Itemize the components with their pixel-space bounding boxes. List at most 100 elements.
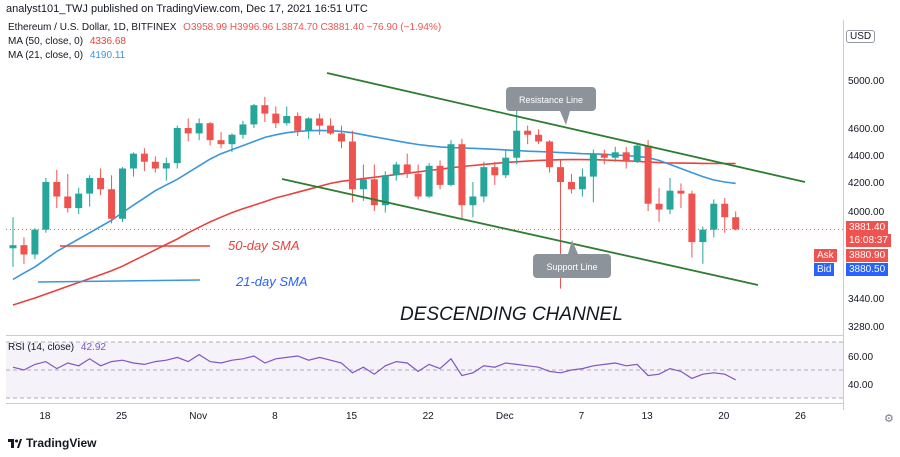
settings-gear-icon[interactable]: ⚙ [884, 413, 894, 425]
candle-body [261, 105, 269, 114]
time-tick-label: 13 [642, 411, 654, 422]
candle-body [524, 130, 532, 135]
rsi-label: RSI (14, close) [8, 342, 75, 353]
candle-body [86, 177, 94, 194]
candle-body [129, 153, 137, 169]
candle-body [228, 134, 236, 145]
candle-body [140, 153, 148, 162]
last-price-tag: 3881.40 [846, 221, 889, 234]
price-tick-label: 4200.00 [848, 178, 885, 189]
time-tick-label: 8 [272, 411, 278, 422]
rsi-line [12, 353, 736, 381]
candle-body [655, 203, 663, 210]
candle-body [436, 165, 444, 185]
candle-body [425, 165, 433, 197]
ask-price-tag: 3880.90 [846, 249, 889, 262]
time-tick-label: 7 [579, 411, 585, 422]
candle-body [42, 182, 50, 230]
ma50-legend[interactable]: MA (50, close, 0) 4336.68 [8, 36, 126, 47]
price-tick-label: 3280.00 [848, 322, 885, 333]
candle-body [469, 196, 477, 206]
time-tick-label: 15 [346, 411, 358, 422]
candle-body [447, 144, 455, 185]
currency-selector[interactable]: USD [846, 30, 876, 43]
resistance-callout-pointer [560, 111, 570, 125]
candle-body [184, 128, 192, 134]
candle-body [513, 130, 521, 158]
candle-body [644, 145, 652, 204]
candle-body [557, 167, 564, 182]
tradingview-logo[interactable]: TradingView [8, 436, 96, 450]
sma21-annotation: 21-day SMA [235, 274, 308, 289]
brand-name: TradingView [26, 436, 97, 450]
pane-separator[interactable] [6, 335, 843, 336]
candle-body [359, 179, 367, 190]
rsi-legend[interactable]: RSI (14, close) 42.92 [8, 342, 106, 353]
bid-price-tag: 3880.50 [846, 263, 889, 276]
candle-body [600, 153, 608, 158]
support-callout-pointer [568, 240, 578, 254]
time-tick-label: 25 [116, 411, 128, 422]
symbol-legend: Ethereum / U.S. Dollar, 1D, BITFINEX O39… [8, 22, 441, 33]
candle-body [305, 118, 313, 131]
candle-body [31, 229, 39, 255]
time-tick-label: 22 [423, 411, 435, 422]
candle-body [283, 116, 291, 124]
candle-body [294, 116, 302, 131]
candle-body [403, 164, 411, 174]
price-axis-border [843, 20, 844, 410]
candle-body [622, 152, 630, 162]
candle-body [53, 182, 61, 197]
candle-body [666, 190, 674, 210]
time-axis-border [6, 403, 843, 404]
candle-body [732, 217, 740, 230]
candle-body [327, 125, 335, 134]
candle-body [20, 245, 28, 255]
support-callout-box [533, 254, 611, 278]
resistance-callout-box [506, 87, 596, 111]
candle-body [162, 163, 170, 169]
candle-body [688, 193, 696, 243]
ma21-value: 4190.11 [89, 50, 126, 61]
candle-body [370, 179, 378, 206]
candle-body [535, 134, 543, 142]
price-tick-label: 5000.00 [848, 76, 885, 87]
candle-body [151, 161, 159, 169]
ohlc-values: O3958.99 H3996.96 L3874.70 C3881.40 −76.… [183, 22, 442, 33]
candle-body [381, 175, 389, 206]
time-tick-label: 18 [39, 411, 51, 422]
support-callout-text: Support Line [546, 262, 597, 272]
candle-body [414, 173, 422, 197]
candle-body [677, 190, 685, 194]
candle-body [480, 167, 488, 197]
candle-body [502, 157, 510, 176]
time-tick-label: 20 [718, 411, 730, 422]
candle-body [721, 203, 729, 218]
bid-label: Bid [814, 263, 835, 276]
candle-body [75, 193, 83, 209]
publish-info: analyst101_TWJ published on TradingView.… [6, 3, 368, 15]
tradingview-logo-icon [8, 439, 22, 448]
ma50-label: MA (50, close, 0) [8, 36, 84, 47]
channel-title: DESCENDING CHANNEL [400, 304, 623, 325]
candle-body [567, 182, 575, 190]
price-tick-label: 3440.00 [848, 294, 885, 305]
candle-body [392, 164, 400, 176]
price-tick-label: 4600.00 [848, 124, 885, 135]
sma50-annotation: 50-day SMA [228, 238, 300, 253]
ask-label: Ask [814, 249, 837, 262]
candle-body [546, 141, 554, 168]
candle-body [108, 189, 116, 219]
resistance-trendline [326, 72, 806, 183]
candle-body [611, 152, 619, 158]
candle-body [699, 229, 707, 243]
candle-body [250, 105, 258, 125]
ma21-legend[interactable]: MA (21, close, 0) 4190.11 [8, 50, 125, 61]
symbol-name[interactable]: Ethereum / U.S. Dollar, 1D, BITFINEX [8, 22, 177, 33]
candle-body [217, 140, 225, 145]
price-tick-label: 4000.00 [848, 207, 885, 218]
time-tick-label: Nov [189, 411, 207, 422]
price-tick-label: 4400.00 [848, 151, 885, 162]
candle-body [206, 123, 214, 141]
